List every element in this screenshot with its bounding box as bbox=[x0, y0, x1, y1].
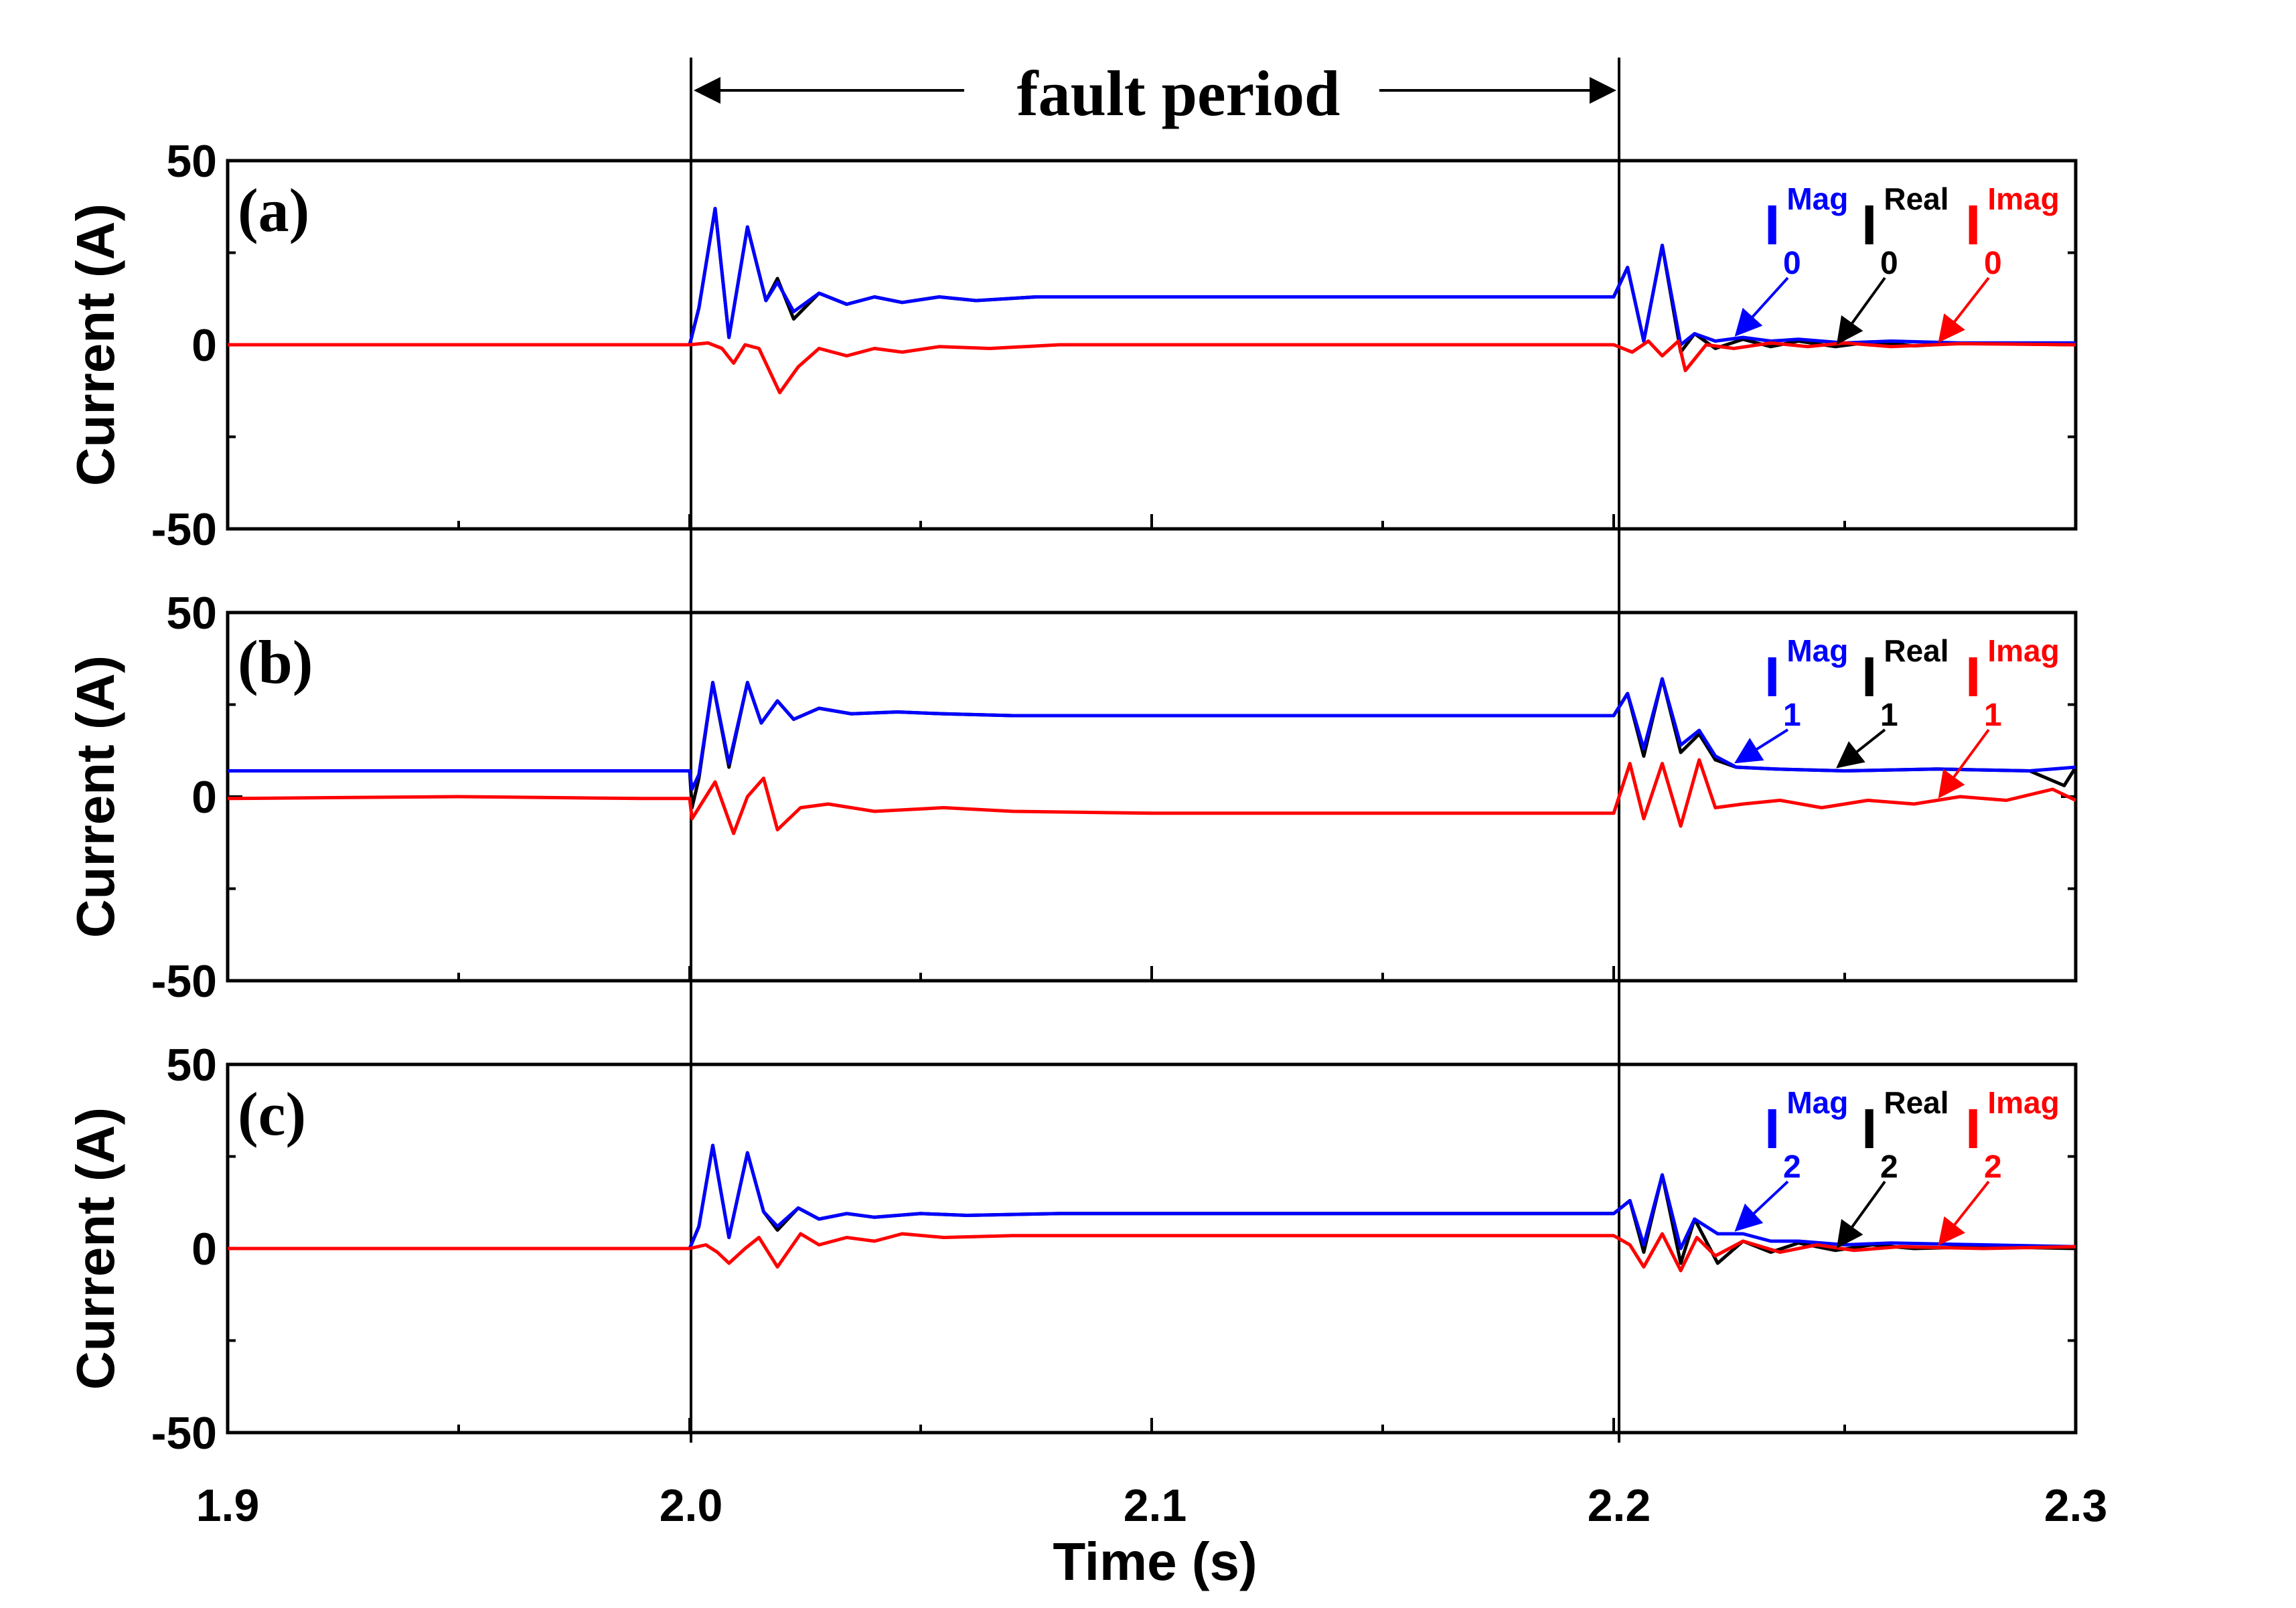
series-line-imag bbox=[228, 339, 2076, 394]
legend-pointer-arrow bbox=[1734, 1180, 1789, 1232]
series-line-imag bbox=[228, 1232, 2076, 1273]
legend-superscript: Imag bbox=[1987, 633, 2059, 668]
y-axis-title: Current (A) bbox=[66, 204, 125, 486]
legend-label: I Mag 2 bbox=[1764, 1085, 1848, 1185]
legend-pointer-arrow bbox=[1836, 1180, 1886, 1249]
y-tick-label: 50 bbox=[166, 588, 217, 639]
panel-label: (c) bbox=[238, 1080, 306, 1148]
legend-label: I Imag 2 bbox=[1965, 1085, 2060, 1185]
y-axis-title: Current (A) bbox=[66, 655, 125, 938]
legend-main-letter: I bbox=[1861, 1097, 1877, 1160]
legend-pointer-arrow bbox=[1734, 728, 1789, 764]
legend-subscript: 1 bbox=[1783, 698, 1801, 733]
fault-period-label: fault period bbox=[1017, 58, 1341, 129]
series-line-mag bbox=[228, 677, 2076, 791]
legend-subscript: 1 bbox=[1984, 698, 2002, 733]
legend-label: I Imag 0 bbox=[1965, 181, 2060, 281]
legend-superscript: Imag bbox=[1987, 1085, 2059, 1120]
legend-main-letter: I bbox=[1764, 193, 1780, 256]
legend-subscript: 0 bbox=[1880, 246, 1898, 281]
legend-pointer-arrow bbox=[1734, 276, 1789, 337]
y-tick-label: 0 bbox=[192, 772, 217, 823]
series-line-mag bbox=[228, 207, 2076, 347]
legend-superscript: Real bbox=[1884, 181, 1948, 216]
legend-superscript: Mag bbox=[1786, 1085, 1848, 1120]
legend-pointer-arrow bbox=[1836, 276, 1886, 345]
panel-label: (a) bbox=[238, 176, 309, 244]
legend-main-letter: I bbox=[1861, 645, 1877, 708]
legend-pointer-arrow bbox=[1938, 728, 1990, 799]
y-tick-label: 50 bbox=[166, 136, 217, 187]
series-line-imag bbox=[228, 758, 2076, 835]
legend-pointer-arrow bbox=[1836, 728, 1886, 769]
legend-label: I Real 0 bbox=[1861, 181, 1949, 281]
x-tick-label: 2.2 bbox=[1588, 1480, 1651, 1531]
legend-main-letter: I bbox=[1965, 1097, 1981, 1160]
legend-subscript: 2 bbox=[1880, 1149, 1898, 1185]
legend-label: I Imag 1 bbox=[1965, 633, 2060, 733]
y-tick-label: -50 bbox=[151, 504, 217, 555]
x-tick-label: 2.0 bbox=[660, 1480, 723, 1531]
legend-subscript: 1 bbox=[1880, 698, 1898, 733]
x-tick-label: 1.9 bbox=[196, 1480, 260, 1531]
legend-subscript: 2 bbox=[1984, 1149, 2002, 1185]
series-line-mag bbox=[228, 1143, 2076, 1251]
series-group bbox=[228, 677, 2076, 835]
x-tick-label: 2.1 bbox=[1124, 1480, 1187, 1531]
legend-main-letter: I bbox=[1861, 193, 1877, 256]
legend-subscript: 0 bbox=[1984, 246, 2002, 281]
legend-label: I Real 1 bbox=[1861, 633, 1949, 733]
legend-superscript: Mag bbox=[1786, 633, 1848, 668]
legend-main-letter: I bbox=[1965, 645, 1981, 708]
legend-pointer-arrow bbox=[1938, 276, 1990, 343]
series-group bbox=[228, 207, 2076, 394]
y-tick-label: 50 bbox=[166, 1040, 217, 1091]
legend-label: I Real 2 bbox=[1861, 1085, 1949, 1185]
x-tick-label: 2.3 bbox=[2044, 1480, 2108, 1531]
legend-subscript: 0 bbox=[1783, 246, 1801, 281]
legend-label: I Mag 0 bbox=[1764, 181, 1848, 281]
legend-subscript: 2 bbox=[1783, 1149, 1801, 1185]
y-axis-title: Current (A) bbox=[66, 1107, 125, 1390]
panel-label: (b) bbox=[238, 628, 313, 696]
legend-superscript: Real bbox=[1884, 1085, 1948, 1120]
y-tick-label: -50 bbox=[151, 1408, 217, 1459]
legend-main-letter: I bbox=[1965, 193, 1981, 256]
legend-superscript: Imag bbox=[1987, 181, 2059, 216]
x-axis-labels: 1.9 2.0 2.1 2.2 2.3 Time (s) bbox=[196, 1480, 2108, 1591]
legend-superscript: Mag bbox=[1786, 181, 1848, 216]
series-group bbox=[228, 1143, 2076, 1273]
y-tick-label: 0 bbox=[192, 320, 217, 371]
legend-label: I Mag 1 bbox=[1764, 633, 1848, 733]
legend-superscript: Real bbox=[1884, 633, 1948, 668]
y-tick-label: -50 bbox=[151, 956, 217, 1007]
legend-main-letter: I bbox=[1764, 645, 1780, 708]
legend-pointer-arrow bbox=[1938, 1180, 1990, 1246]
y-tick-label: 0 bbox=[192, 1224, 217, 1275]
x-axis-title: Time (s) bbox=[1053, 1532, 1257, 1591]
legend-main-letter: I bbox=[1764, 1097, 1780, 1160]
